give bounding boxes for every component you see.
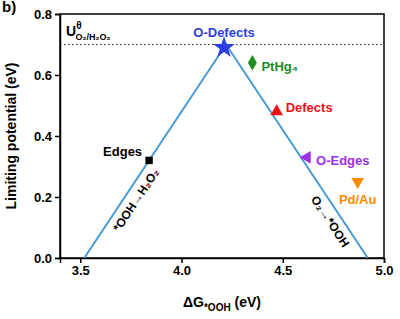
equilibrium-label: UθO₂/H₂O₂ [66, 20, 111, 42]
x-tick: 4.0 [173, 258, 191, 278]
point-label: PtHg₄ [261, 59, 298, 74]
x-axis-title: ΔG*OOH (eV) [183, 294, 261, 313]
y-tick: 0.2 [34, 190, 60, 205]
y-tick: 0.4 [34, 129, 60, 144]
y-tick-mark [55, 258, 60, 260]
y-tick-label: 0.6 [34, 68, 52, 83]
equilibrium-label-part: O₂/H₂O₂ [76, 32, 111, 42]
point-marker [300, 151, 311, 164]
y-tick: 0.6 [34, 68, 60, 83]
volcano-line [84, 45, 368, 259]
leg-label: *OOH→H₂O₂ [110, 166, 162, 234]
point-label: Defects [286, 100, 333, 115]
y-tick: 0.0 [34, 251, 60, 266]
y-tick-label: 0.8 [34, 7, 52, 22]
x-axis-title-part: ΔG [183, 294, 204, 310]
y-tick-mark [55, 14, 60, 16]
y-axis-line [55, 15, 61, 259]
x-axis-title-part: *OOH [204, 302, 231, 313]
point-label: Edges [103, 144, 142, 159]
point-marker [248, 55, 257, 71]
x-axis-title-part: (eV) [231, 294, 261, 310]
x-tick-label: 5.0 [375, 263, 393, 278]
x-tick-label: 4.5 [274, 263, 292, 278]
y-tick-label: 0.2 [34, 190, 52, 205]
y-tick-mark [55, 197, 60, 199]
x-tick-label: 3.5 [72, 263, 90, 278]
x-tick-label: 4.0 [173, 263, 191, 278]
y-tick-mark [55, 75, 60, 77]
point-marker [145, 157, 152, 164]
plot-area [60, 36, 384, 258]
equilibrium-label-part: θ [76, 20, 81, 31]
chart-container: 3.5 4.0 4.5 5.0 0.0 0.2 0.4 0.6 0.8 ΔG*OOH (eV) Li… [0, 0, 400, 319]
chart-svg: 3.5 4.0 4.5 5.0 0.0 0.2 0.4 0.6 0.8 ΔG*OOH (eV) Li… [0, 0, 400, 319]
y-tick-label: 0.4 [34, 129, 53, 144]
x-tick: 5.0 [375, 258, 393, 278]
y-tick-mark [55, 136, 60, 138]
x-tick: 3.5 [72, 258, 90, 278]
plot-frame [60, 14, 384, 258]
x-axis-line [61, 259, 385, 264]
point-marker [270, 104, 283, 115]
y-axis-title: Limiting potential (eV) [3, 63, 19, 210]
y-axis: 0.0 0.2 0.4 0.6 0.8 [34, 7, 61, 266]
y-tick-label: 0.0 [34, 251, 52, 266]
point-label: O-Defects [193, 25, 254, 40]
point-marker [351, 178, 364, 189]
y-tick: 0.8 [34, 7, 60, 22]
x-tick: 4.5 [274, 258, 292, 278]
point-label: Pd/Au [339, 192, 377, 207]
panel-label: b) [2, 0, 16, 15]
annotations: UθO₂/H₂O₂*OOH→H₂O₂O₂→*OOHO-DefectsPtHg₄D… [66, 20, 377, 250]
x-axis: 3.5 4.0 4.5 5.0 [61, 258, 394, 278]
point-label: O-Edges [316, 153, 369, 168]
